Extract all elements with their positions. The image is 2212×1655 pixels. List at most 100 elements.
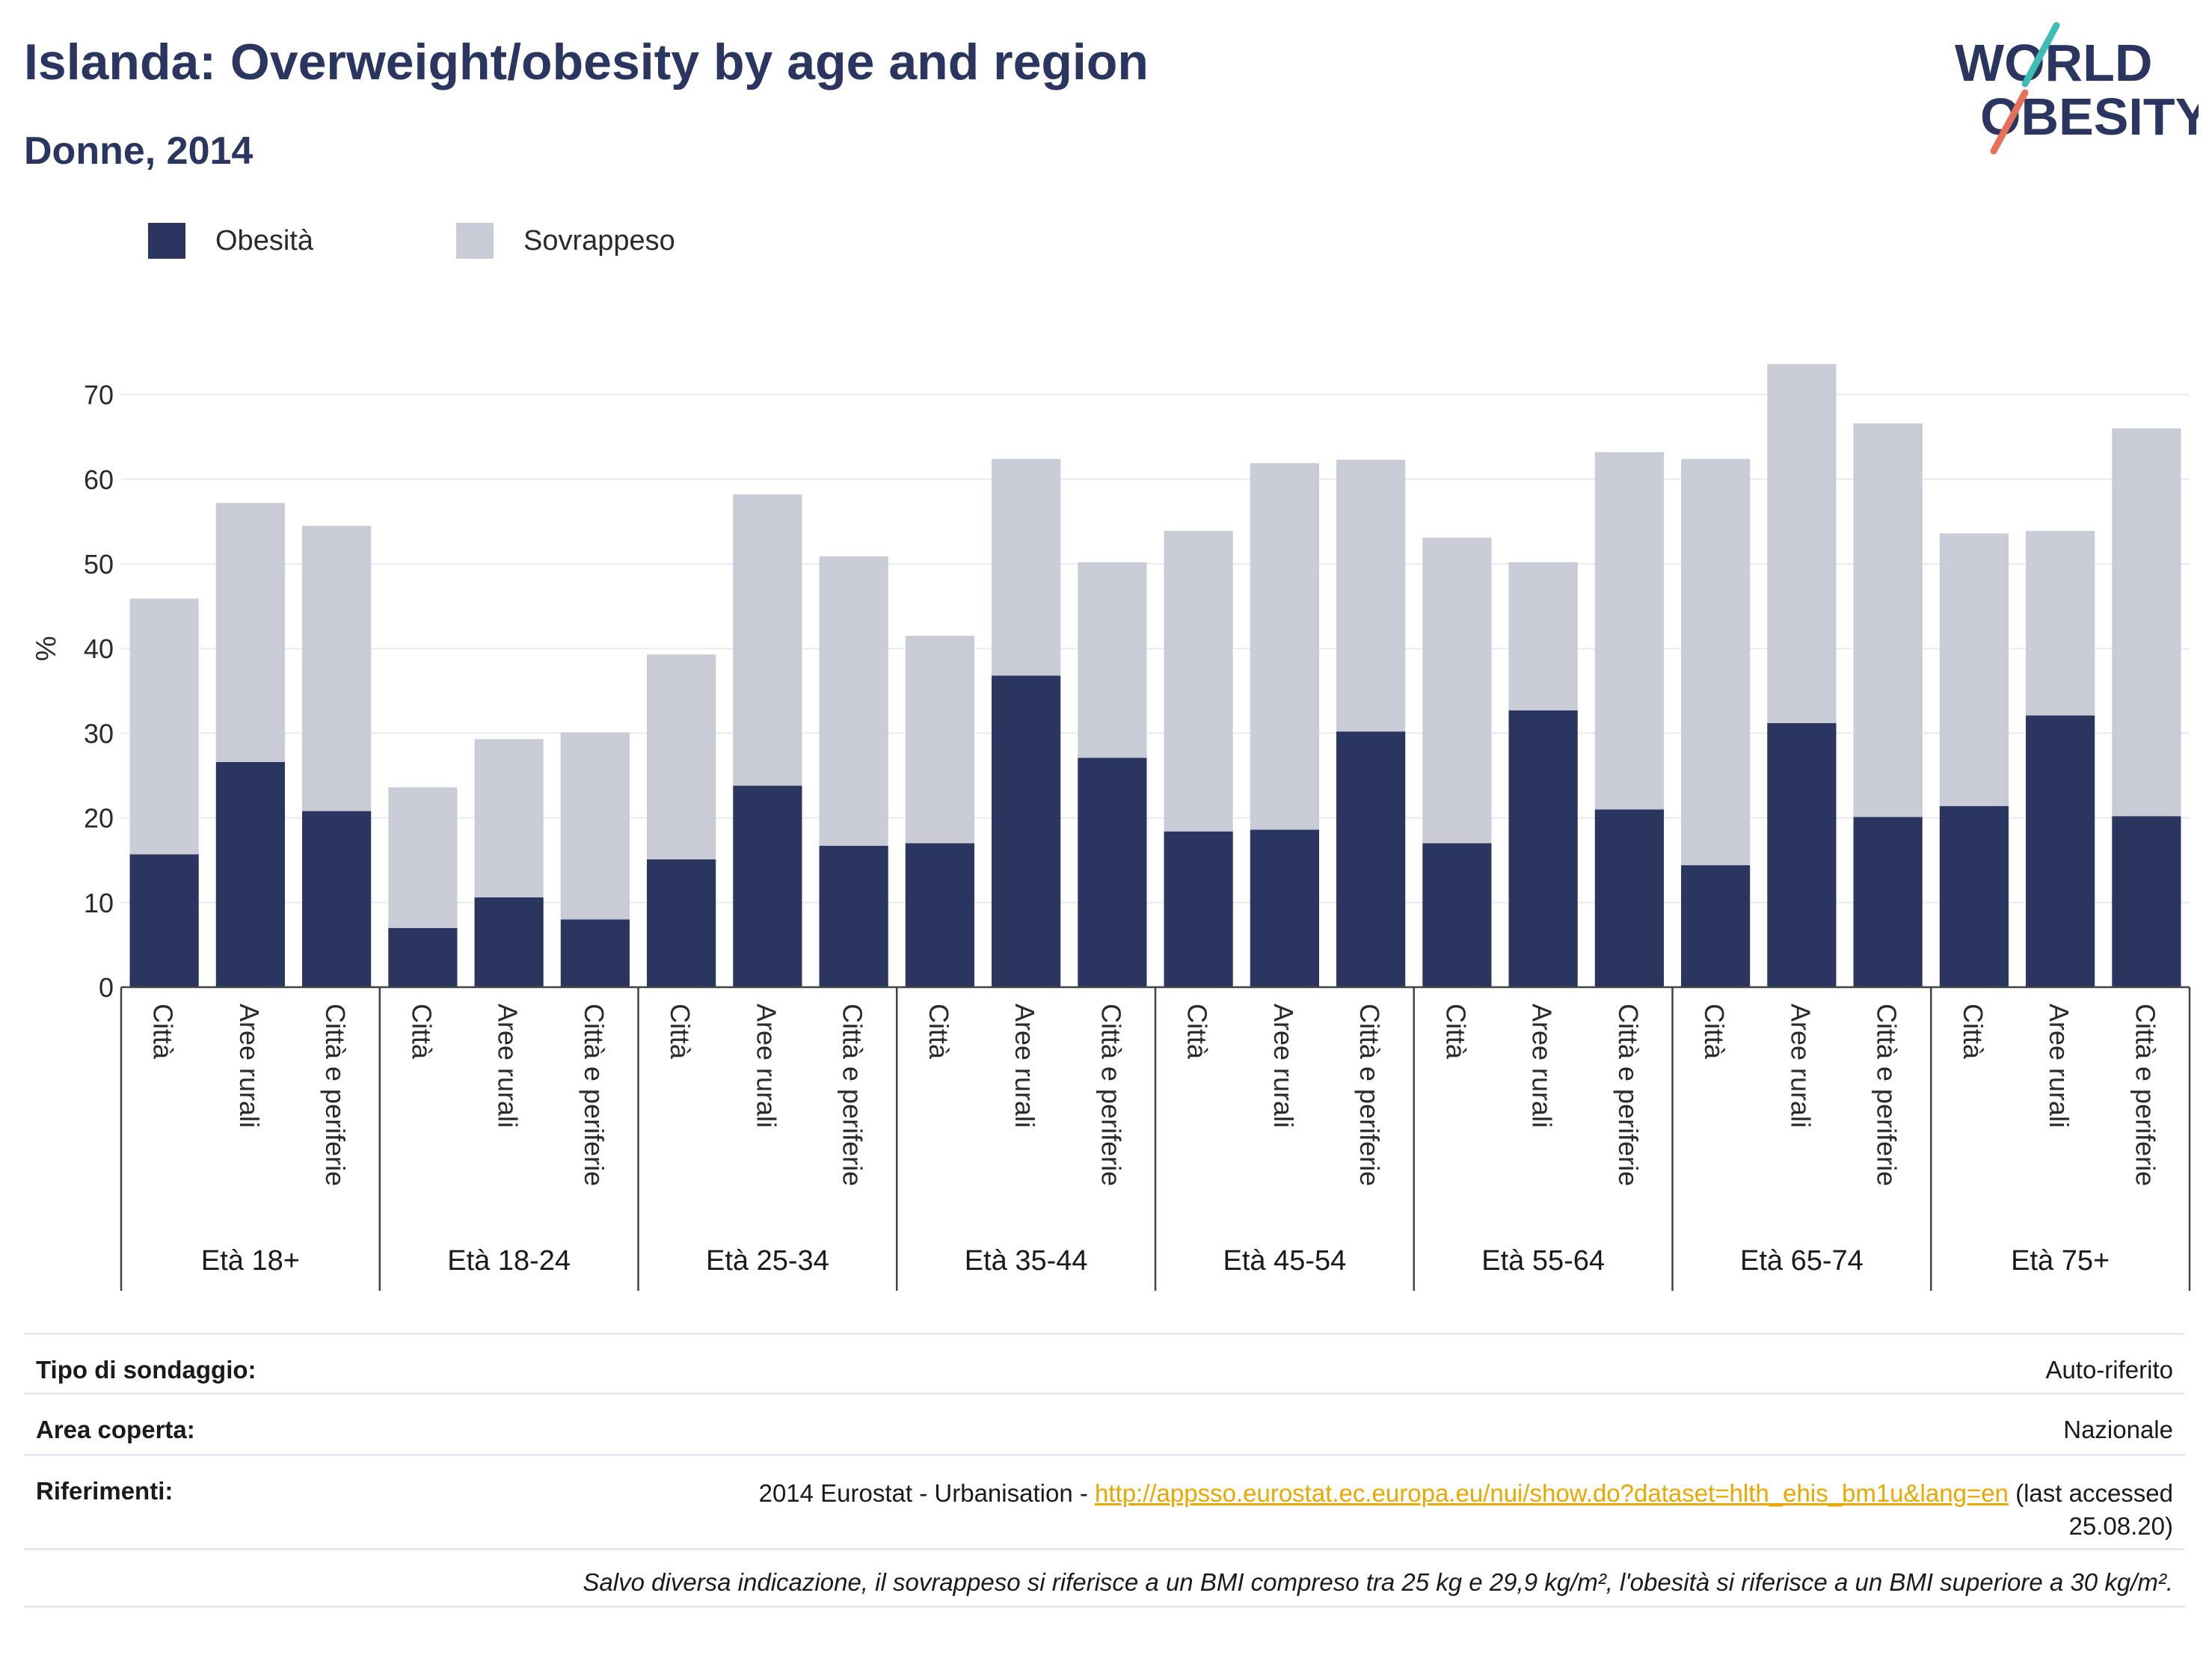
group-label-5: Età 45-54 [1223,1245,1346,1277]
reference-date: 25.08.20) [2068,1512,2173,1540]
bar-obesity-7-1 [1681,865,1751,987]
bar-obesity-1-1 [129,854,199,987]
info-row-area-covered: Area coperta: Nazionale [24,1393,2185,1454]
y-tick-label-30: 30 [84,718,114,749]
bar-obesity-6-2 [1508,710,1578,987]
bar-chart: 0 10 20 30 40 50 60 70% Città Aree rurali Città e … [31,363,2191,1291]
bar-obesity-7-3 [1853,817,1923,987]
group-label-3: Età 25-34 [706,1245,829,1277]
group-label-7: Età 65-74 [1740,1245,1864,1277]
bar-overweight-4-1 [905,636,974,844]
y-tick-label-10: 10 [84,888,114,918]
bar-overweight-5-2 [1250,463,1319,830]
bar-overweight-1-1 [129,598,199,855]
group-label-2: Età 18-24 [447,1245,571,1277]
chart-title: Islanda: Overweight/obesity by age and r… [24,34,1149,90]
bar-obesity-7-2 [1767,722,1837,987]
bar-overweight-2-3 [560,732,630,920]
reference-link[interactable]: http://appsso.eurostat.ec.europa.eu/nui/… [1095,1479,2009,1507]
bar-obesity-2-3 [560,919,630,987]
bar-overweight-1-3 [302,526,372,811]
logo-text-obesity: OBESITY [1980,87,2199,146]
world-obesity-logo: WORLD OBESITY [1955,22,2199,155]
group-label-4: Età 35-44 [965,1245,1088,1277]
legend-item-obesity[interactable]: Obesità [148,223,313,259]
x-tick-label-8-3: Città e periferie [2130,1004,2160,1186]
bar-obesity-1-2 [215,761,285,987]
x-tick-label-3-2: Aree rurali [751,1004,781,1128]
bar-overweight-7-2 [1767,363,1837,723]
legend-label-overweight: Sovrappeso [523,224,675,257]
x-tick-label-2-2: Aree rurali [493,1004,523,1128]
y-tick-label-20: 20 [84,803,114,834]
logo-slash-red [1990,89,2029,155]
info-value-survey-type: Auto-riferito [2045,1356,2173,1384]
x-tick-label-7-1: Città [1699,1004,1730,1060]
bar-overweight-6-2 [1508,562,1578,710]
info-table: Tipo di sondaggio: Auto-riferito Area co… [24,1333,2185,1608]
x-tick-label-4-3: Città e periferie [1096,1004,1126,1186]
info-row-references: Riferimenti: 2014 Eurostat - Urbanisatio… [24,1454,2185,1548]
bar-obesity-1-3 [302,811,372,987]
info-key-references: Riferimenti: [36,1477,173,1505]
bar-overweight-5-3 [1336,459,1406,732]
bar-overweight-2-1 [388,787,458,928]
bar-obesity-5-3 [1336,731,1406,987]
info-key-survey-type: Tipo di sondaggio: [36,1356,256,1384]
legend-item-overweight[interactable]: Sovrappeso [456,223,675,259]
bar-obesity-2-1 [388,927,458,987]
x-tick-label-8-1: Città [1958,1004,1988,1060]
x-tick-label-8-2: Aree rurali [2044,1004,2074,1128]
x-tick-label-1-2: Aree rurali [234,1004,265,1128]
logo-text-world: WORLD [1955,34,2152,92]
legend-swatch-overweight [456,223,494,259]
logo-slash-teal [2021,22,2060,87]
bar-overweight-6-3 [1594,452,1664,810]
bar-obesity-4-3 [1078,758,1147,987]
bar-overweight-3-2 [733,494,802,786]
bar-overweight-3-1 [647,654,716,860]
group-label-8: Età 75+ [2011,1245,2110,1277]
x-tick-label-5-1: Città [1182,1004,1213,1060]
bar-overweight-8-3 [2112,428,2181,817]
bar-overweight-7-3 [1853,423,1923,817]
bar-obesity-5-1 [1164,831,1233,987]
info-value-references: 2014 Eurostat - Urbanisation - http://ap… [759,1477,2173,1543]
bar-overweight-8-1 [1939,533,2009,806]
y-tick-label-40: 40 [84,633,114,664]
y-tick-label-0: 0 [99,972,114,1003]
bar-overweight-4-3 [1078,562,1147,758]
info-key-area-covered: Area coperta: [36,1416,195,1443]
x-tick-label-5-3: Città e periferie [1354,1004,1385,1186]
bar-obesity-6-3 [1594,809,1664,987]
bar-overweight-3-3 [819,556,888,846]
bar-overweight-1-2 [215,503,285,762]
x-tick-label-7-2: Aree rurali [1785,1004,1816,1128]
reference-accessed: (last accessed [2008,1479,2173,1507]
x-tick-label-5-2: Aree rurali [1268,1004,1299,1128]
x-tick-label-4-2: Aree rurali [1010,1004,1040,1128]
x-tick-label-3-1: Città [665,1004,695,1060]
y-tick-label-60: 60 [84,464,114,495]
bar-obesity-6-1 [1422,843,1492,987]
info-value-area-covered: Nazionale [2063,1416,2173,1443]
x-tick-label-2-1: Città [406,1004,437,1060]
x-tick-label-6-1: Città [1440,1004,1471,1060]
bar-obesity-3-3 [819,845,888,987]
bar-obesity-4-1 [905,843,974,987]
bar-overweight-8-2 [2026,530,2095,716]
bar-overweight-4-2 [992,458,1061,676]
legend-label-obesity: Obesità [215,224,313,257]
y-tick-label-70: 70 [84,380,114,411]
bar-obesity-4-2 [992,675,1061,987]
x-tick-label-1-3: Città e periferie [320,1004,351,1186]
group-label-6: Età 55-64 [1481,1245,1605,1277]
chart-subtitle: Donne, 2014 [24,129,254,173]
bar-obesity-8-2 [2026,715,2095,987]
x-tick-label-1-1: Città [148,1004,179,1060]
x-tick-label-6-3: Città e periferie [1613,1004,1644,1186]
x-tick-label-2-3: Città e periferie [579,1004,609,1186]
y-axis-title: % [31,636,62,661]
bar-obesity-2-2 [474,897,544,987]
bar-obesity-3-2 [733,785,802,987]
